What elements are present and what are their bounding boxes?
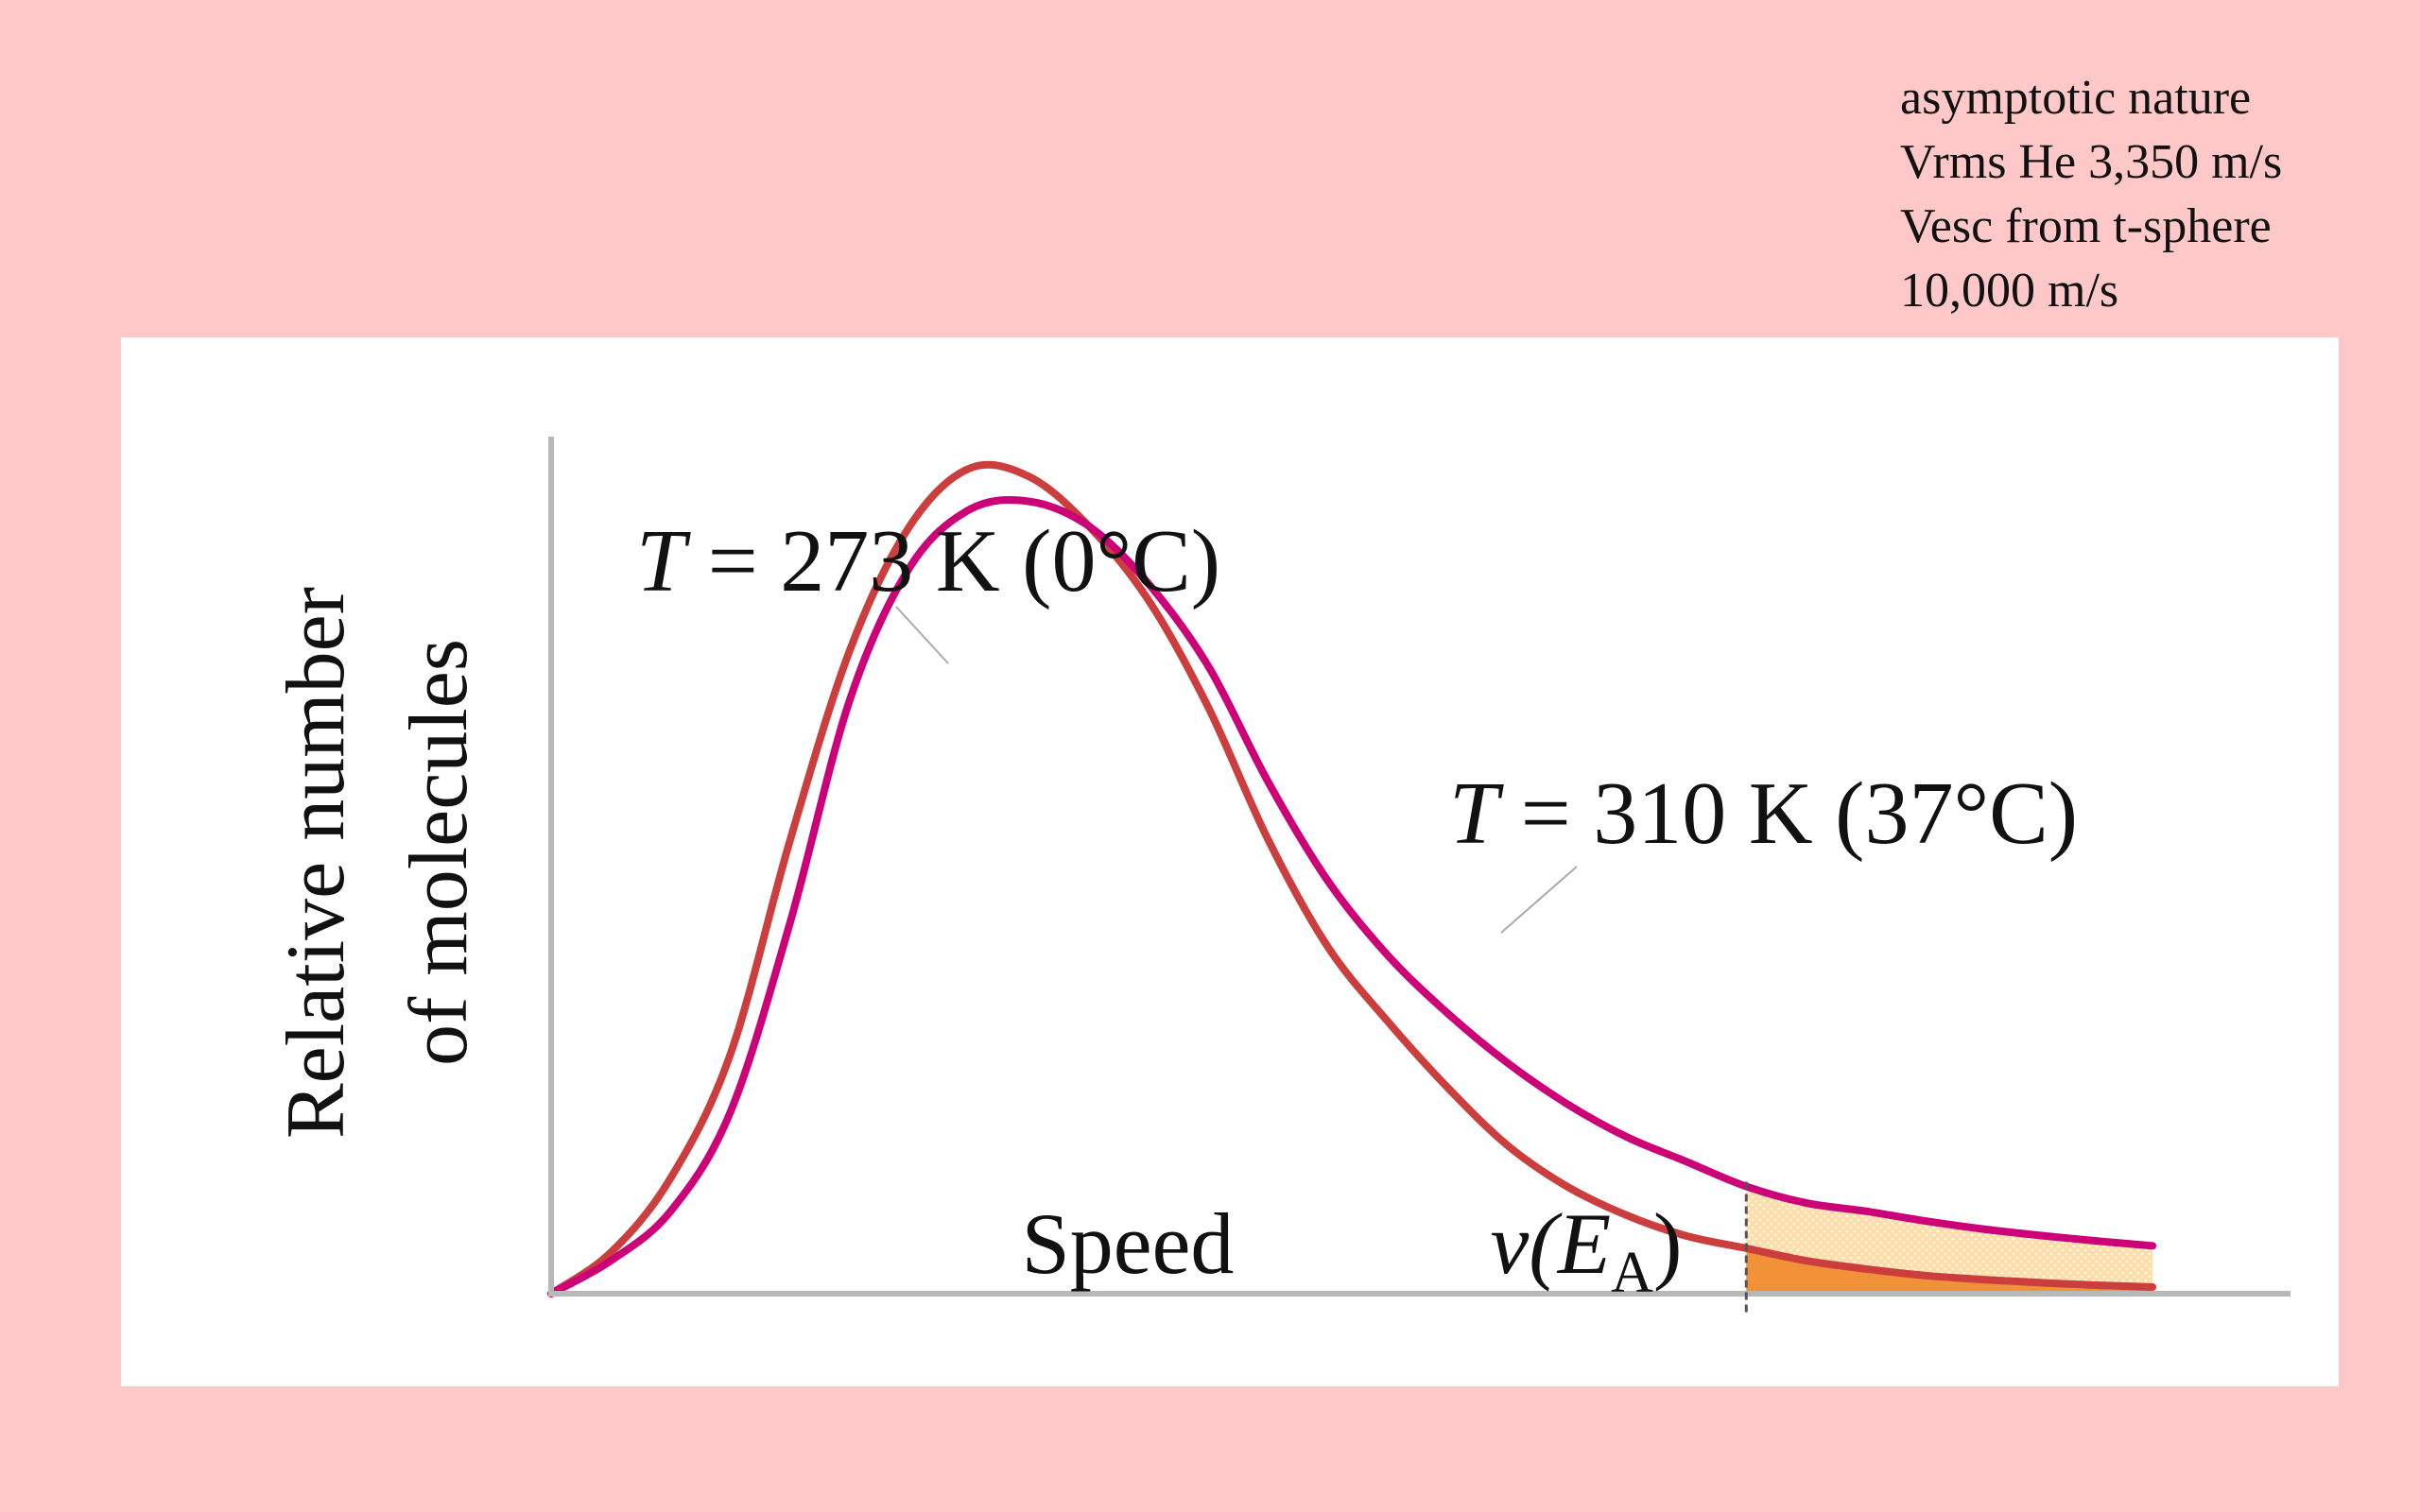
threshold-label-main: v(E [1490, 1195, 1611, 1292]
threshold-label-subscript: A [1611, 1241, 1653, 1305]
y-axis-label: Relative number of molecules [270, 566, 485, 1139]
leader-line-273 [895, 606, 949, 664]
axis-layer [548, 437, 2290, 1313]
series-line-310 [547, 495, 2157, 1297]
series-label-273: T = 273 K (0°C) [636, 512, 1220, 610]
series-label-273-symbol: T [636, 512, 691, 610]
speed-distribution-chart: Relative number of molecules Speed v(EA)… [270, 437, 2290, 1313]
series-line-273 [547, 460, 2157, 1297]
chart-panel: Relative number of molecules Speed v(EA)… [121, 337, 2339, 1386]
threshold-label: v(EA) [1490, 1195, 1682, 1305]
note-line: Vesc from t-sphere [1900, 199, 2272, 253]
note-line: 10,000 m/s [1900, 264, 2119, 318]
notes: asymptotic nature Vrms He 3,350 m/s Vesc… [1900, 66, 2282, 323]
note-line: Vrms He 3,350 m/s [1900, 135, 2283, 189]
leader-lines [895, 606, 1578, 934]
y-axis-label-line-1: Relative number [270, 587, 362, 1139]
curve-layer [547, 460, 2157, 1297]
x-axis-label: Speed [1022, 1195, 1235, 1292]
series-label-273-text: = 273 K (0°C) [685, 512, 1220, 610]
series-label-310: T = 310 K (37°C) [1449, 765, 2078, 863]
series-label-310-text: = 310 K (37°C) [1498, 765, 2078, 863]
series-label-310-symbol: T [1449, 765, 1504, 863]
y-axis-label-line-2: of molecules [393, 639, 485, 1066]
tail-area-273 [1746, 1248, 2153, 1294]
leader-line-310 [1500, 866, 1578, 934]
note-line: asymptotic nature [1900, 71, 2252, 125]
threshold-label-close: ) [1653, 1195, 1683, 1292]
